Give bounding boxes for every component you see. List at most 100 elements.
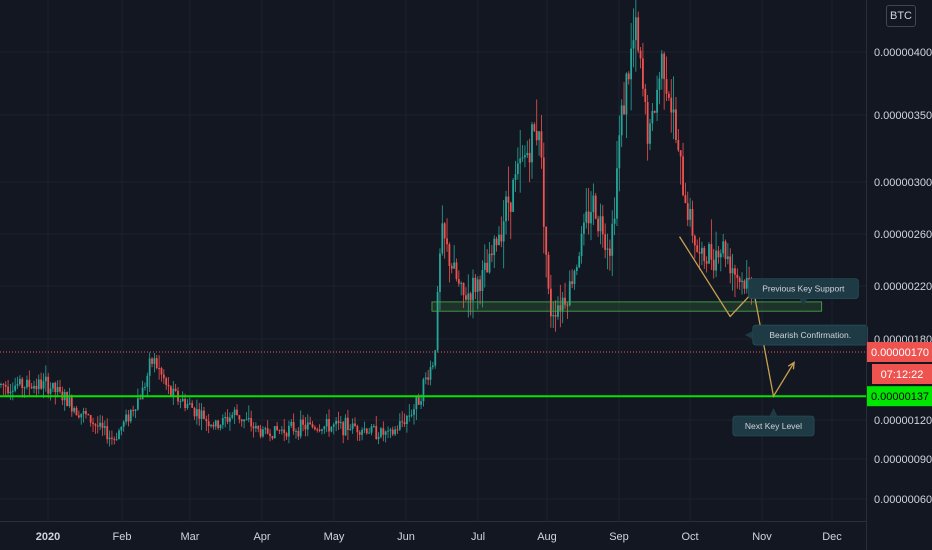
candle-body — [299, 419, 302, 437]
candle-body — [250, 418, 253, 427]
candle-body — [408, 415, 411, 417]
candle-body — [16, 384, 19, 386]
candle-body — [599, 216, 602, 232]
candle-body — [37, 379, 40, 390]
candle-body — [40, 379, 43, 389]
candle-body — [18, 378, 21, 385]
candle-body — [120, 426, 123, 431]
candle-body — [689, 208, 692, 220]
candle-body — [236, 409, 238, 416]
candle-body — [580, 233, 583, 257]
candle-body — [174, 388, 177, 391]
candle-body — [122, 421, 125, 427]
candle-body — [467, 293, 470, 300]
candle-body — [637, 17, 640, 51]
candle-body — [719, 253, 722, 258]
callout-label: Next Key Level — [745, 421, 802, 431]
candle-body — [80, 413, 83, 418]
candle-body — [472, 277, 474, 301]
candle-body — [290, 421, 293, 426]
candle-body — [229, 417, 231, 422]
y-axis[interactable]: 0.00000400 0.00000350 0.00000300 0.00000260… — [874, 47, 932, 506]
candle-body — [188, 403, 191, 405]
candle-body — [127, 414, 130, 422]
overlays: Previous Key Support Bearish Confirmation… — [0, 236, 868, 437]
candle-body — [443, 223, 446, 239]
price-label-text: 0.00000137 — [871, 391, 929, 403]
candle-body — [99, 422, 102, 427]
candle-body — [696, 245, 699, 253]
candle-body — [561, 297, 564, 311]
candle-body — [528, 152, 531, 163]
candle-body — [606, 248, 609, 250]
candle-body — [162, 374, 165, 379]
candle-body — [590, 212, 592, 224]
candle-body — [665, 79, 668, 94]
candle-body — [70, 397, 73, 412]
candle-body — [82, 411, 85, 414]
candle-body — [226, 416, 229, 422]
candle-body — [205, 418, 208, 422]
candle-body — [245, 419, 248, 421]
candle-body — [344, 417, 347, 436]
candle-body — [729, 256, 732, 274]
y-tick-label: 0.00000220 — [874, 281, 932, 293]
candle-body — [321, 429, 323, 431]
candle-body — [462, 282, 465, 296]
candle-body — [535, 130, 538, 141]
candle-body — [646, 102, 649, 144]
candle-body — [139, 398, 142, 400]
candle-body — [217, 420, 220, 429]
price-label-bg — [872, 364, 932, 384]
candle-body — [372, 426, 375, 428]
y-tick-label: 0.00000060 — [874, 494, 932, 506]
candle-body — [545, 226, 548, 255]
candle-body — [264, 428, 267, 430]
y-tick-label: 0.00000400 — [874, 47, 932, 59]
candle-body — [132, 409, 135, 412]
candle-body — [318, 429, 321, 431]
candle-body — [158, 368, 161, 370]
candle-body — [424, 377, 427, 380]
candle-body — [403, 422, 406, 425]
callout-label: Previous Key Support — [762, 284, 845, 294]
candle-body — [483, 262, 486, 271]
callout-tail — [799, 298, 808, 306]
candle-body — [106, 426, 109, 440]
candle-body — [266, 428, 269, 434]
candle-body — [542, 157, 545, 227]
candle-body — [552, 315, 555, 317]
candle-body — [738, 277, 741, 283]
candle-body — [77, 415, 80, 418]
candle-body — [644, 88, 647, 103]
candle-body — [66, 392, 68, 407]
x-tick-label: 2020 — [36, 531, 60, 543]
candle-body — [306, 422, 309, 430]
candle-body — [200, 410, 203, 419]
x-axis[interactable]: 2020 Feb Mar Apr May Jun Jul Aug Sep Oct Nov Dec — [36, 531, 843, 543]
candle-body — [745, 277, 748, 289]
callout-tail — [769, 408, 778, 416]
candle-body — [441, 223, 444, 254]
candle-body — [368, 432, 371, 434]
candle-body — [417, 395, 420, 405]
currency-badge[interactable]: BTC — [886, 5, 916, 27]
x-tick-label: Dec — [822, 531, 842, 543]
candle-body — [391, 429, 394, 435]
candle-body — [210, 424, 212, 427]
candle-body — [4, 384, 7, 387]
x-tick-label: Apr — [253, 531, 270, 543]
candle-body — [450, 265, 453, 269]
candle-body — [396, 429, 399, 431]
candle-body — [380, 428, 382, 437]
candle-body — [56, 386, 59, 393]
candle-body — [604, 234, 607, 250]
candle-body — [21, 378, 24, 389]
candle-body — [243, 419, 245, 422]
candle-body — [339, 422, 342, 424]
x-tick-label: Aug — [537, 531, 557, 543]
candle-body — [554, 315, 557, 317]
x-tick-label: Oct — [681, 531, 698, 543]
candle-body — [708, 244, 710, 264]
